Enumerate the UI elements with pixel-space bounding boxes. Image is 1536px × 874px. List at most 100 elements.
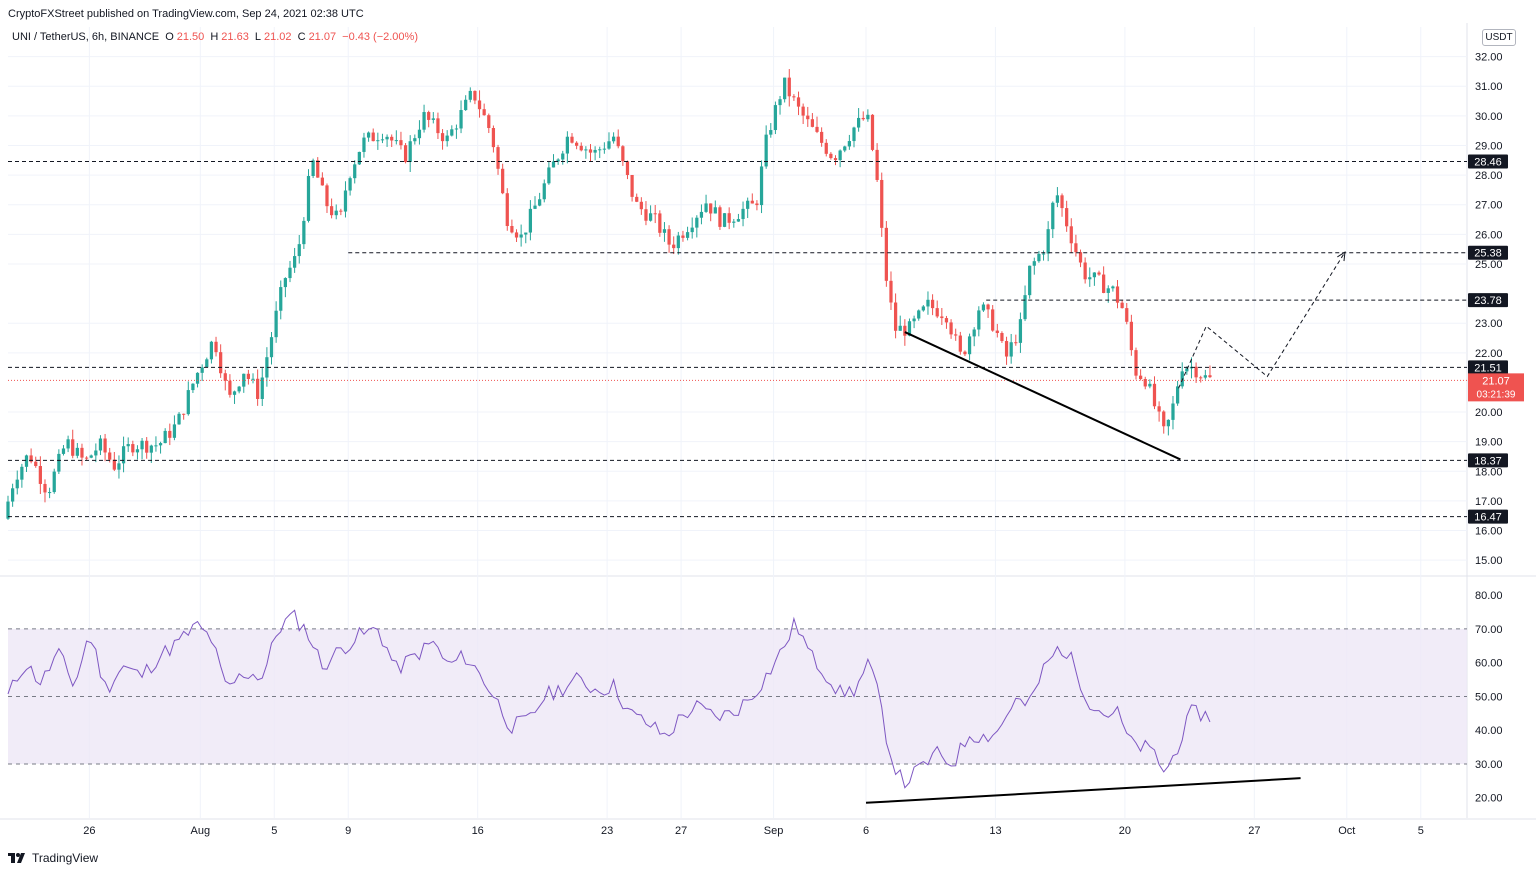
candle-body xyxy=(648,213,653,221)
candle-body xyxy=(1143,378,1147,387)
candle-body xyxy=(625,161,630,175)
candle-body xyxy=(126,444,130,447)
candle-body xyxy=(20,466,24,480)
candle-body xyxy=(561,153,565,160)
time-tick-label: 23 xyxy=(601,825,613,837)
candle-body xyxy=(1166,419,1170,427)
candle-body xyxy=(214,341,218,353)
candle-body xyxy=(427,112,431,120)
price-tick-label: 22.00 xyxy=(1475,348,1503,360)
candle-body xyxy=(260,377,264,399)
candle-body xyxy=(1014,342,1018,344)
candle-body xyxy=(84,457,89,459)
rsi-tick-label: 80.00 xyxy=(1475,590,1503,602)
candle-body xyxy=(843,146,847,151)
candle-body xyxy=(621,146,625,162)
candle-body xyxy=(732,221,736,223)
candle-body xyxy=(1111,286,1115,289)
price-tick-label: 32.00 xyxy=(1475,52,1503,64)
ohlc-close-label: C xyxy=(297,31,306,43)
candle-body xyxy=(769,130,773,135)
candle-body xyxy=(1000,333,1004,342)
candle-body xyxy=(875,149,879,180)
candle-body xyxy=(1051,202,1055,230)
candle-body xyxy=(672,244,676,249)
projection-arrowhead xyxy=(1337,251,1346,262)
key-level-label: 28.46 xyxy=(1474,156,1502,168)
candle-body xyxy=(1129,321,1133,351)
ohlc-open-value: 21.50 xyxy=(176,31,205,43)
candle-body xyxy=(889,280,893,303)
key-level-badge xyxy=(1468,293,1508,308)
candle-body xyxy=(880,179,884,228)
ohlc-high-value: 21.63 xyxy=(221,31,249,43)
candle-body xyxy=(403,145,408,162)
candle-body xyxy=(182,413,186,415)
candle-body xyxy=(857,117,861,128)
candle-body xyxy=(1028,265,1032,296)
candle-body xyxy=(838,150,842,161)
time-tick-label: 6 xyxy=(863,825,869,837)
key-level-label: 16.47 xyxy=(1474,512,1502,524)
candle-body xyxy=(635,196,639,202)
candle-body xyxy=(168,430,172,438)
candle-body xyxy=(653,213,657,215)
key-level-badge xyxy=(1468,360,1508,375)
candle-body xyxy=(1018,319,1023,343)
candle-body xyxy=(810,119,815,127)
candle-body xyxy=(431,118,435,120)
candle-body xyxy=(542,183,546,200)
projection-path xyxy=(1178,251,1346,389)
candle-body xyxy=(362,137,366,152)
price-tick-label: 15.00 xyxy=(1475,555,1503,567)
candle-body xyxy=(930,299,935,309)
candle-body xyxy=(24,455,29,467)
candle-body xyxy=(316,160,320,178)
candle-body xyxy=(1171,403,1175,420)
rsi-tick-label: 60.00 xyxy=(1475,658,1503,670)
candle-body xyxy=(459,110,463,129)
price-tick-label: 18.00 xyxy=(1475,466,1503,478)
candle-body xyxy=(228,380,232,395)
candle-body xyxy=(1055,195,1060,203)
currency-badge[interactable]: USDT xyxy=(1482,29,1516,46)
candle-body xyxy=(413,138,417,142)
candle-body xyxy=(251,378,255,380)
time-tick-label: Sep xyxy=(764,825,784,837)
candle-body xyxy=(209,341,214,360)
candle-body xyxy=(436,118,440,134)
ohlc-open-label: O xyxy=(165,31,174,43)
candle-body xyxy=(371,132,375,142)
price-tick-label: 31.00 xyxy=(1475,81,1503,93)
time-tick-label: 27 xyxy=(675,825,687,837)
candle-body xyxy=(1134,350,1138,376)
candle-body xyxy=(514,232,519,238)
candle-body xyxy=(353,164,357,179)
price-tick-label: 25.00 xyxy=(1475,259,1503,271)
candle-body xyxy=(501,168,505,194)
candle-body xyxy=(926,299,930,307)
candle-body xyxy=(870,114,875,150)
tradingview-brand[interactable]: TradingView xyxy=(8,851,98,865)
candle-body xyxy=(283,278,287,288)
candle-body xyxy=(986,304,990,310)
candle-body xyxy=(727,213,731,223)
candle-body xyxy=(1069,226,1073,244)
candle-body xyxy=(538,199,542,206)
candle-body xyxy=(440,133,445,142)
candle-body xyxy=(491,128,496,148)
candle-body xyxy=(154,445,158,447)
candle-body xyxy=(1074,243,1078,253)
key-level-label: 25.38 xyxy=(1474,248,1502,260)
candle-body xyxy=(320,177,324,186)
candle-body xyxy=(279,287,283,311)
candle-body xyxy=(145,440,149,453)
candle-body xyxy=(112,459,116,470)
rsi-tick-label: 40.00 xyxy=(1475,725,1503,737)
time-tick-label: Oct xyxy=(1338,825,1355,837)
candle-body xyxy=(121,446,126,464)
candle-body xyxy=(644,209,648,221)
candle-body xyxy=(1106,288,1110,293)
candle-body xyxy=(907,321,912,336)
